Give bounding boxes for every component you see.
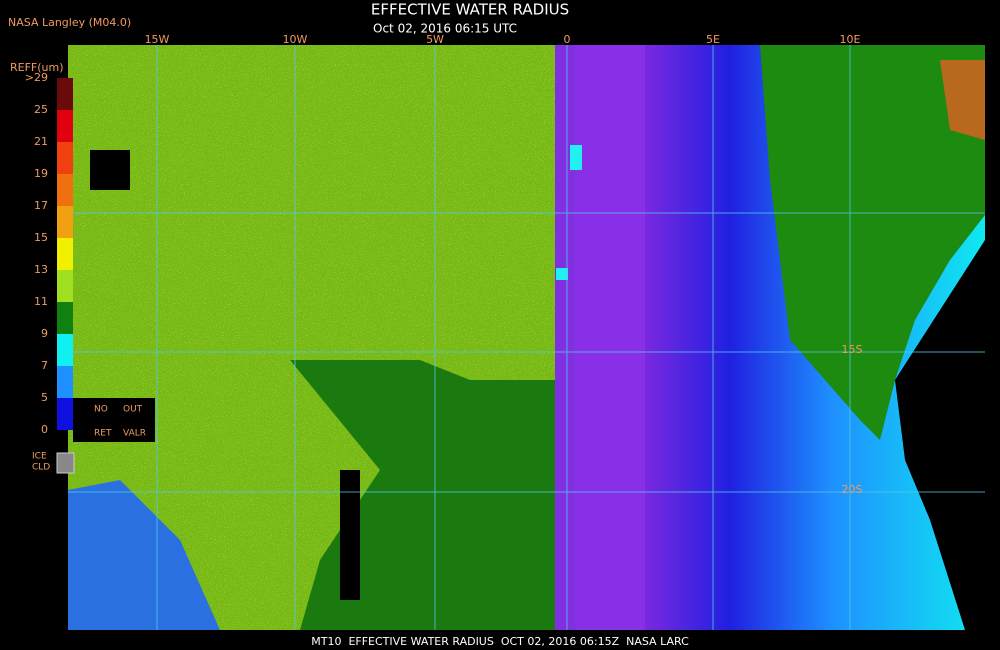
latitude-label: 15S <box>842 343 863 356</box>
no-label: NO <box>94 405 108 415</box>
out-label: OUT <box>123 405 143 415</box>
legend-level: 0 <box>41 423 48 436</box>
legend-swatch <box>57 174 73 206</box>
legend-swatch <box>57 334 73 366</box>
legend-title: REFF(um) <box>10 61 64 74</box>
ice-label: ICE <box>32 452 47 462</box>
legend-level: 7 <box>41 359 48 372</box>
legend-level: 9 <box>41 327 48 340</box>
legend-box <box>73 398 155 442</box>
legend-level: 15 <box>34 231 48 244</box>
longitude-label: 5E <box>706 33 720 46</box>
source: NASA Langley (M04.0) <box>8 16 131 29</box>
legend-level: 17 <box>34 199 48 212</box>
legend-level: 25 <box>34 103 48 116</box>
ice-swatch <box>56 452 75 474</box>
longitude-label: 5W <box>426 33 444 46</box>
legend-swatch <box>57 110 73 142</box>
legend-swatch <box>57 302 73 334</box>
title: EFFECTIVE WATER RADIUS <box>371 1 569 19</box>
legend-swatch <box>57 398 73 430</box>
datetime: Oct 02, 2016 06:15 UTC <box>373 22 517 36</box>
legend-swatch <box>57 366 73 398</box>
longitude-label: 0 <box>564 33 571 46</box>
footer: MT10 EFFECTIVE WATER RADIUS OCT 02, 2016… <box>311 635 689 648</box>
legend-swatch <box>57 238 73 270</box>
longitude-label: 15W <box>145 33 170 46</box>
ret-label: RET <box>94 429 112 439</box>
legend-level: 5 <box>41 391 48 404</box>
legend-level: 21 <box>34 135 48 148</box>
map <box>68 45 985 630</box>
legend-swatch <box>57 206 73 238</box>
legend-level: 11 <box>34 295 48 308</box>
cld-label: CLD <box>32 463 50 473</box>
legend-level: >29 <box>25 71 48 84</box>
longitude-label: 10E <box>840 33 861 46</box>
valr-label: VALR <box>123 429 146 439</box>
legend-level: 19 <box>34 167 48 180</box>
legend-level: 13 <box>34 263 48 276</box>
legend-swatch <box>57 270 73 302</box>
legend-swatch <box>57 78 73 110</box>
latitude-label: 20S <box>842 483 863 496</box>
longitude-label: 10W <box>283 33 308 46</box>
legend-swatch <box>57 142 73 174</box>
